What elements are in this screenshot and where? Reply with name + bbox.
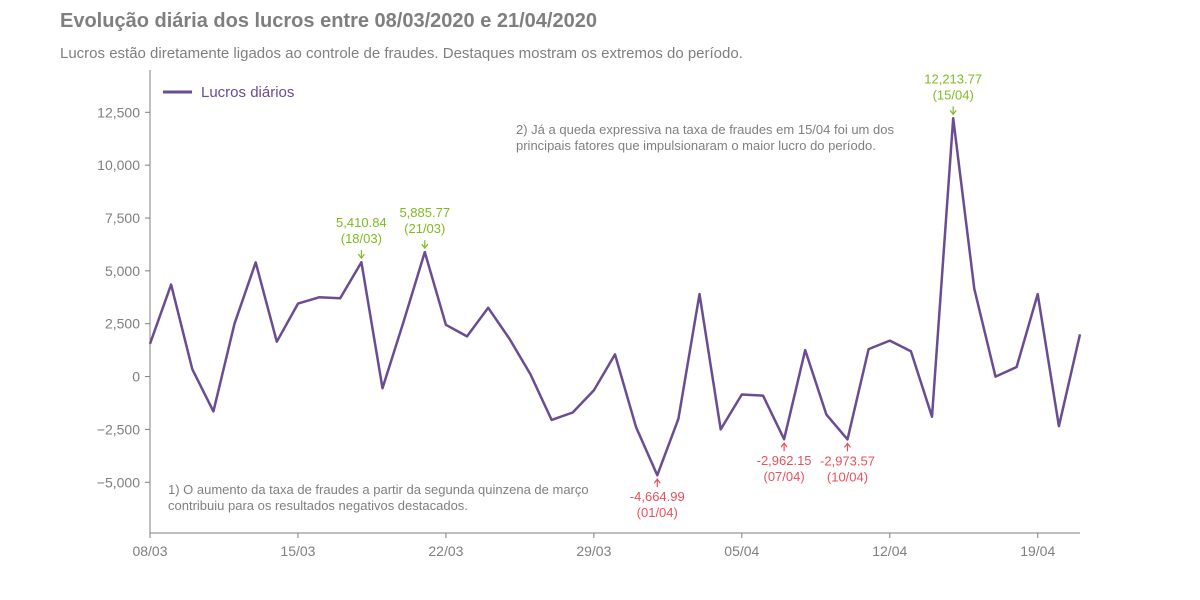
highlight-arrow-head (844, 442, 851, 448)
legend-label: Lucros diários (201, 84, 294, 101)
highlight-arrow-head (653, 478, 661, 484)
x-axis-ticks: 08/03 15/03 22/03 29/03 05/04 12/04 19/04 (132, 533, 1055, 559)
highlight-annotations: 5,410.84(18/03)5,885.77(21/03)12,213.77(… (336, 71, 982, 520)
highlight-date-label: (18/03) (341, 231, 382, 246)
y-tick-label: −2,500 (97, 421, 140, 437)
chart-note: 1) O aumento da taxa de fraudes a partir… (168, 482, 589, 513)
chart-note-line: principais fatores que impulsionaram o m… (516, 138, 876, 153)
highlight-date-label: (15/04) (933, 87, 974, 102)
chart-notes: 2) Já a queda expressiva na taxa de frau… (168, 122, 894, 513)
x-tick-label: 05/04 (724, 543, 759, 559)
legend: Lucros diários (163, 84, 294, 101)
y-tick-label: 12,500 (97, 104, 140, 120)
highlight-arrow-head (421, 243, 429, 250)
highlight-value-label: 12,213.77 (924, 71, 982, 86)
axes (149, 70, 1080, 534)
highlight-date-label: (10/04) (827, 469, 868, 484)
chart-note-line: 1) O aumento da taxa de fraudes a partir… (168, 482, 589, 497)
chart-note: 2) Já a queda expressiva na taxa de frau… (516, 122, 894, 153)
y-tick-label: −5,000 (97, 474, 140, 490)
y-tick-label: 10,000 (97, 157, 140, 173)
highlight-negative: -4,664.99(01/04) (630, 478, 685, 520)
series-line-lucros-diarios (148, 117, 1082, 477)
highlight-date-label: (07/04) (763, 469, 804, 484)
series-group (148, 117, 1082, 477)
chart-title: Evolução diária dos lucros entre 08/03/2… (60, 10, 597, 32)
highlight-value-label: -2,973.57 (820, 453, 875, 468)
highlight-arrow-head (357, 253, 365, 260)
highlight-arrow-head (780, 442, 788, 448)
y-tick-label: 2,500 (105, 316, 140, 332)
x-tick-label: 15/03 (280, 543, 315, 559)
highlight-value-label: -4,664.99 (630, 489, 685, 504)
x-tick-label: 29/03 (576, 543, 611, 559)
highlight-date-label: (01/04) (637, 505, 678, 520)
highlight-positive: 12,213.77(15/04) (924, 71, 982, 116)
highlight-positive: 5,410.84(18/03) (336, 215, 387, 260)
highlight-value-label: 5,410.84 (336, 215, 387, 230)
chart-note-line: 2) Já a queda expressiva na taxa de frau… (516, 122, 894, 137)
chart-subtitle: Lucros estão diretamente ligados ao cont… (60, 45, 743, 62)
highlight-value-label: 5,885.77 (399, 205, 450, 220)
y-tick-label: 5,000 (105, 263, 140, 279)
x-tick-label: 19/04 (1020, 543, 1055, 559)
highlight-date-label: (21/03) (404, 221, 445, 236)
chart-note-line: contribuiu para os resultados negativos … (168, 498, 468, 513)
highlight-negative: -2,973.57(10/04) (820, 442, 875, 484)
highlight-value-label: -2,962.15 (757, 453, 812, 468)
y-tick-label: 0 (132, 369, 140, 385)
y-tick-label: 7,500 (105, 210, 140, 226)
x-tick-label: 22/03 (428, 543, 463, 559)
x-tick-label: 08/03 (132, 543, 167, 559)
x-tick-label: 12/04 (872, 543, 907, 559)
highlight-positive: 5,885.77(21/03) (399, 205, 450, 250)
y-axis-ticks: −5,000 −2,500 0 2,500 5,000 7,500 10,000 12,500 (97, 104, 150, 490)
highlight-negative: -2,962.15(07/04) (757, 442, 812, 484)
highlight-arrow-head (949, 109, 957, 116)
